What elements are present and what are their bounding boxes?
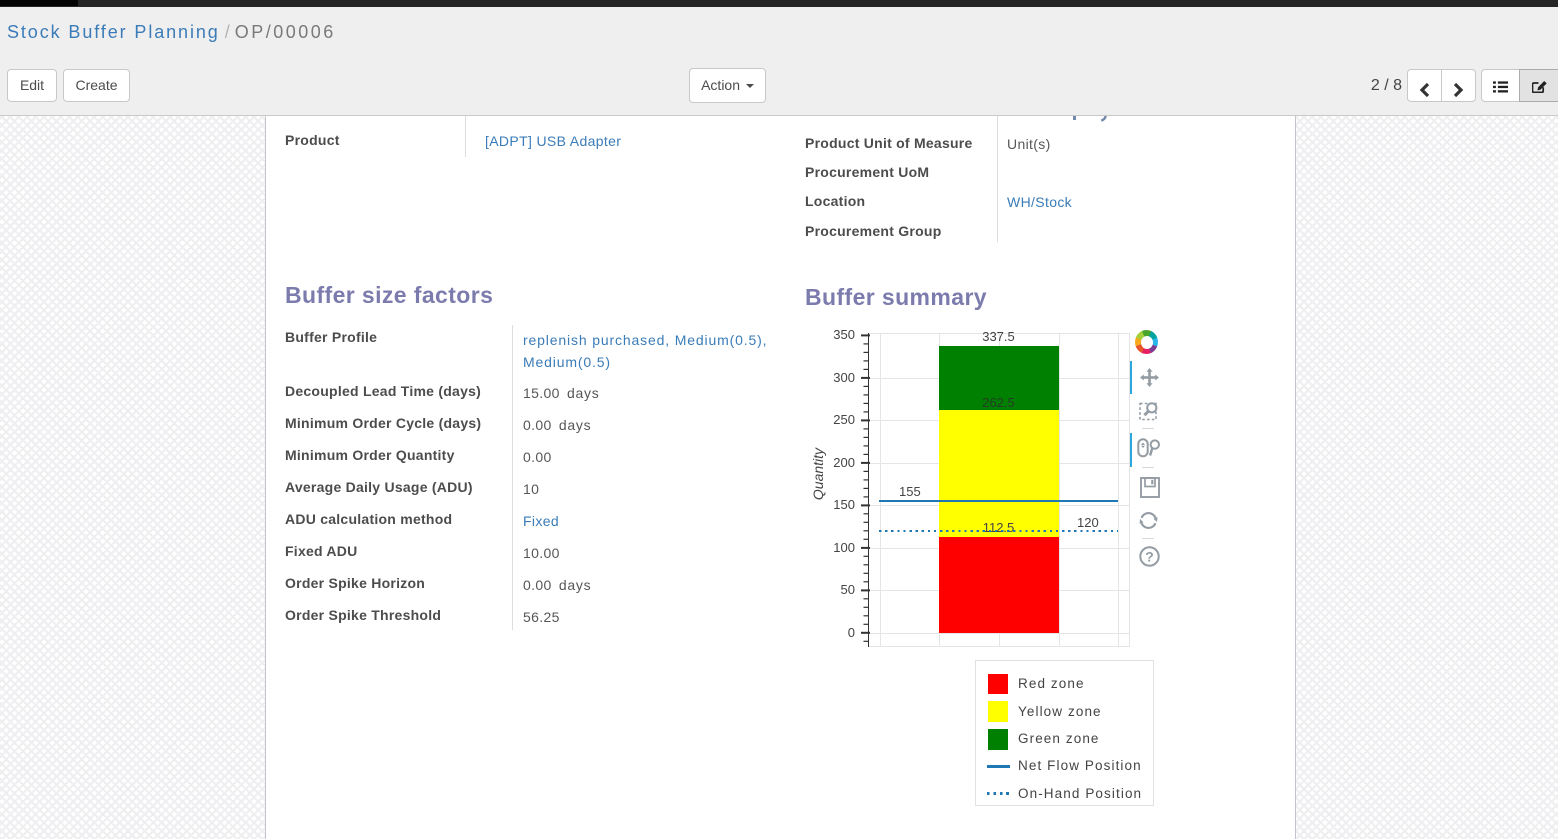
svg-text:?: ? bbox=[1145, 548, 1154, 564]
